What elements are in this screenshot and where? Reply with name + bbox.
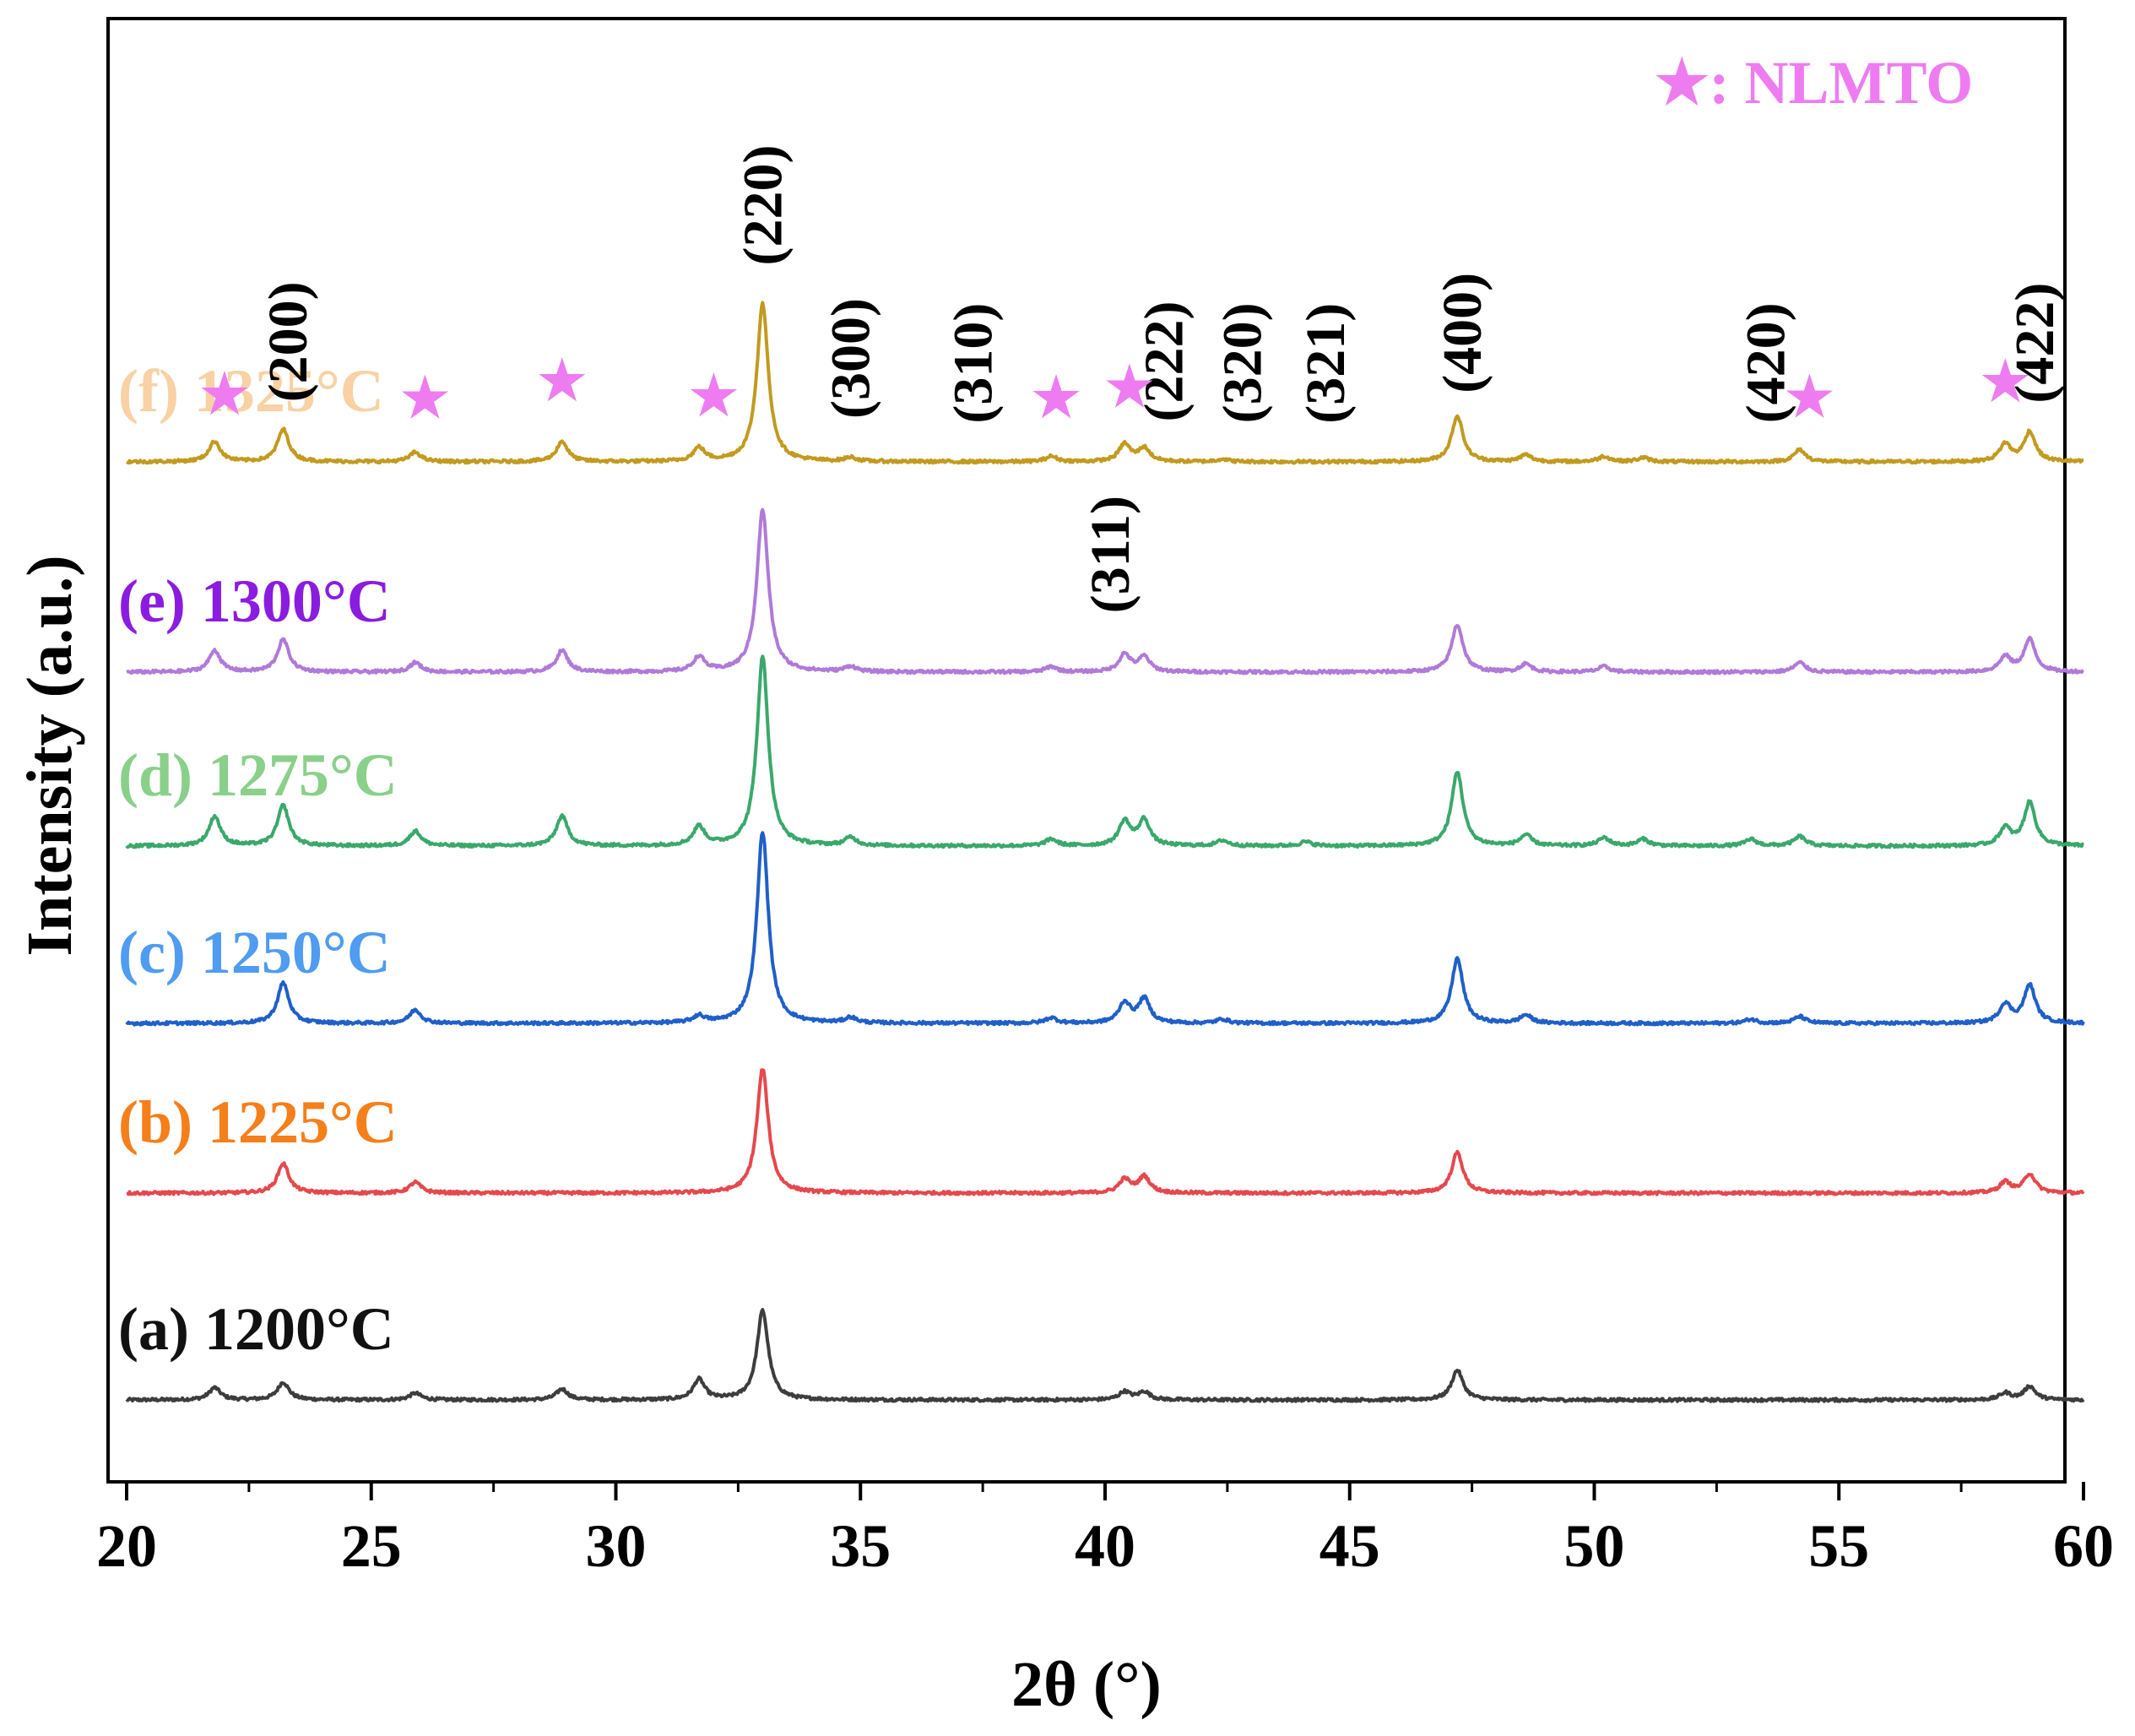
x-tick-label: 50 [1564, 1512, 1625, 1580]
series-line [125, 654, 2084, 849]
series-label: (e) 1300°C [118, 567, 391, 635]
series-line [125, 1308, 2085, 1403]
peak-label: (422) [2004, 283, 2066, 404]
series-line [126, 507, 2084, 675]
x-tick-label: 25 [341, 1512, 402, 1580]
x-tick-label: 30 [586, 1512, 647, 1580]
series-label: (c) 1250°C [118, 919, 391, 986]
series-labels: (a) 1200°C (b) 1225°C (c) 1250°C (d) 1275°C… [118, 357, 398, 1363]
x-tick-label: 55 [1808, 1512, 1869, 1580]
plot-frame [106, 17, 2067, 1484]
nlmto-star: ★ [1105, 357, 1153, 417]
series-line [125, 831, 2085, 1027]
series-line [126, 1068, 2085, 1196]
nlmto-star: ★ [1032, 367, 1080, 427]
peak-label: (400) [1432, 273, 1493, 393]
peak-label: (220) [732, 145, 794, 266]
series-label: (d) 1275°C [118, 741, 398, 809]
peak-label: (320) [1211, 302, 1273, 423]
peak-labels: (200) (220) (300) (310) (311) (222) (320) (321)… [257, 145, 2066, 614]
nlmto-star: ★ [1981, 352, 2029, 412]
peak-label: (321) [1295, 303, 1357, 424]
peak-label: (310) [943, 303, 1005, 424]
peak-label: (311) [1080, 496, 1141, 613]
peak-label: (300) [821, 298, 882, 419]
series-lines [125, 301, 2085, 1403]
peak-label: (222) [1134, 301, 1195, 422]
nlmto-star: ★ [690, 366, 738, 426]
x-tick-label: 45 [1319, 1512, 1380, 1580]
x-tick-label: 35 [830, 1512, 891, 1580]
series-label: (b) 1225°C [118, 1088, 398, 1156]
nlmto-star: ★ [200, 365, 248, 425]
series-line [126, 301, 2084, 465]
x-axis-ticks: 20 25 30 35 40 45 50 55 60 [96, 1482, 2114, 1580]
peak-label: (420) [1735, 302, 1796, 423]
x-tick-label: 60 [2053, 1512, 2114, 1580]
nlmto-star: ★ [401, 368, 449, 428]
nlmto-star-markers: ★ ★ ★ ★ ★ ★ ★ ★ [200, 351, 2029, 428]
nlmto-star: ★ [1785, 367, 1834, 427]
x-tick-label: 20 [96, 1512, 157, 1580]
y-axis-title: Intensity (a.u.) [14, 555, 85, 956]
x-tick-label: 40 [1075, 1512, 1135, 1580]
x-axis-title: 2θ (°) [1011, 1649, 1162, 1720]
peak-label: (200) [257, 281, 319, 402]
series-label: (a) 1200°C [118, 1295, 394, 1363]
legend-nlmto: ★: NLMTO [1655, 49, 1973, 117]
series-label: (f) 1325°C [118, 357, 384, 425]
nlmto-star: ★ [538, 351, 586, 411]
